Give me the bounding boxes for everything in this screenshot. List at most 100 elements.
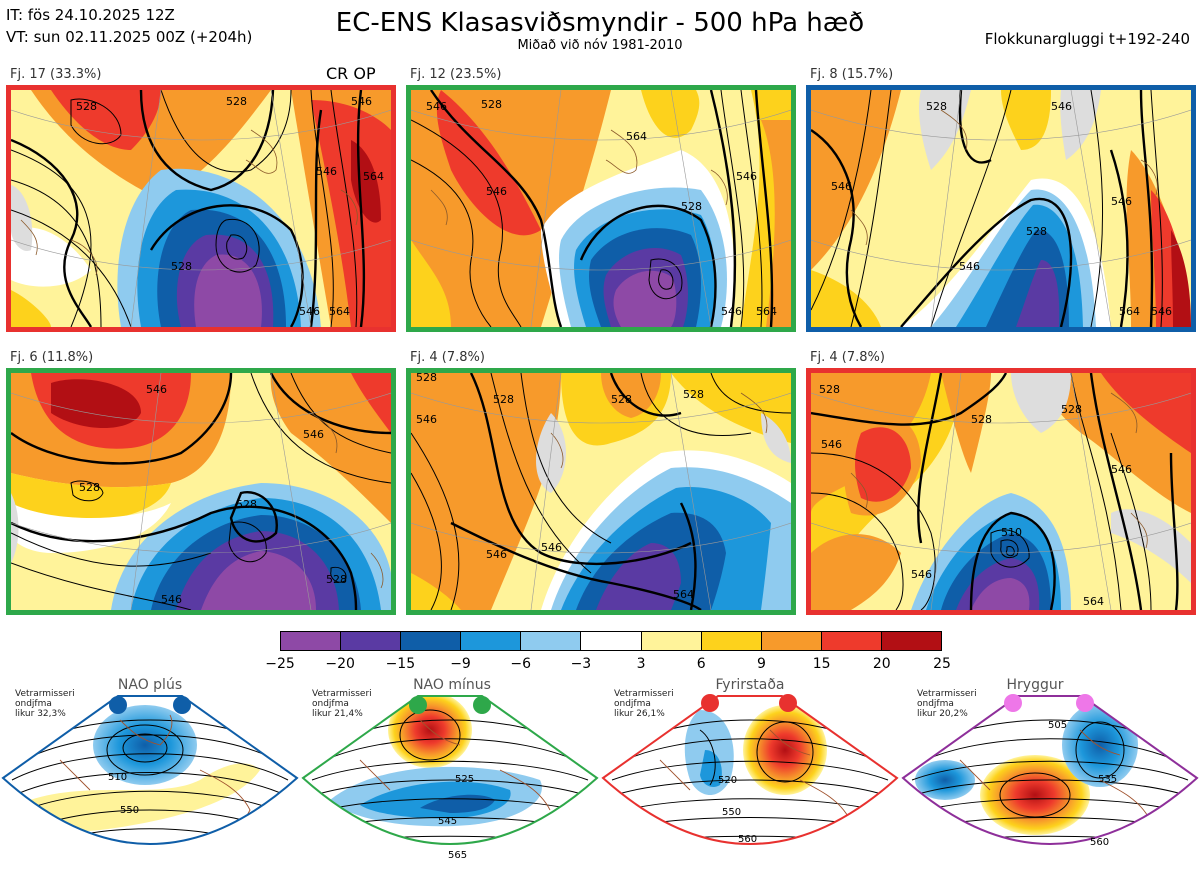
colorbar-tick-label: 20	[872, 656, 891, 672]
contour-label: 528	[1026, 225, 1047, 238]
cluster-map-1[interactable]: 528 528 546 546 564 528 546 564	[6, 85, 396, 332]
regime-4-border	[901, 695, 1199, 845]
colorbar-tick-label: 25	[933, 656, 951, 672]
panel-1-label: Fj. 17 (33.3%)	[10, 67, 102, 82]
colorbar-tick-label: −3	[570, 656, 592, 672]
contour-label: 528	[79, 481, 100, 494]
contour-label: 546	[1111, 463, 1132, 476]
regime-3-border	[601, 695, 899, 845]
regime-4-dot	[1076, 694, 1094, 712]
regime-1-dot	[173, 696, 191, 714]
regime-1-title: NAO plús	[117, 677, 183, 693]
contour-label: 546	[821, 438, 842, 451]
regime-3-dot	[701, 694, 719, 712]
cluster-map-3-graphic: 546 528 546 528 546 546 564 546	[811, 90, 1191, 327]
regime-1-contour-label: 550	[120, 805, 139, 816]
panel-3-label: Fj. 8 (15.7%)	[810, 67, 894, 82]
regime-maps: 510 550 525 545 565	[1, 694, 1199, 861]
regime-4-contour-label: 560	[1090, 837, 1109, 848]
cluster-map-6-graphic: 528 546 528 510 546 546 564 528	[811, 373, 1191, 610]
regime-3-contour-label: 550	[722, 807, 741, 818]
cluster-map-5[interactable]: 528 546 528 528 528 546 546 564	[406, 368, 796, 615]
regime-4-contour-label: 505	[1048, 720, 1067, 731]
contour-label: 546	[303, 428, 324, 441]
colorbar-segment	[820, 632, 881, 650]
colorbar-segment	[880, 632, 942, 650]
contour-label: 528	[493, 393, 514, 406]
regime-2-dot	[409, 696, 427, 714]
regime-1-note-line: likur 32,3%	[15, 709, 66, 719]
contour-label: 546	[1151, 305, 1172, 318]
contour-label: 528	[1061, 403, 1082, 416]
contour-label: 546	[721, 305, 742, 318]
colorbar-segment	[400, 632, 461, 650]
contour-label: 546	[299, 305, 320, 318]
contour-label: 528	[926, 100, 947, 113]
regime-1-note-line: ondjfma	[15, 699, 52, 709]
contour-label: 546	[351, 95, 372, 108]
cluster-map-2-graphic: 546 528 528 546 546 564 546 564	[411, 90, 791, 327]
regime-2-note-line: likur 21,4%	[312, 709, 363, 719]
contour-label: 510	[1001, 526, 1022, 539]
contour-label: 528	[611, 393, 632, 406]
regime-1-note: Vetrarmisseri ondjfma likur 32,3%	[15, 689, 85, 719]
panel-6-label: Fj. 4 (7.8%)	[810, 350, 885, 365]
colorbar-segment	[520, 632, 581, 650]
cluster-map-2[interactable]: 546 528 528 546 546 564 546 564	[406, 85, 796, 332]
contour-label: 528	[236, 498, 257, 511]
contour-label: 546	[959, 260, 980, 273]
regime-2-note-line: ondjfma	[312, 699, 349, 709]
contour-label: 546	[1111, 195, 1132, 208]
regime-3-note-line: Vetrarmisseri	[614, 689, 674, 699]
contour-label: 528	[971, 413, 992, 426]
regime-2-border	[301, 695, 599, 845]
colorbar	[280, 631, 942, 651]
contour-label: 564	[756, 305, 777, 318]
contour-label: 528	[76, 100, 97, 113]
regime-2-contour-label: 525	[455, 774, 474, 785]
cluster-map-4[interactable]: 546 528 528 528 546 546	[6, 368, 396, 615]
contour-label: 546	[416, 413, 437, 426]
colorbar-segment	[760, 632, 821, 650]
contour-label: 528	[681, 200, 702, 213]
regime-3-dot	[779, 694, 797, 712]
cluster-map-3[interactable]: 546 528 546 528 546 546 564 546	[806, 85, 1196, 332]
contour-label: 546	[831, 180, 852, 193]
regime-1-contour-label: 510	[108, 772, 127, 783]
contour-label: 546	[146, 383, 167, 396]
contour-label: 546	[486, 185, 507, 198]
contour-label: 546	[541, 541, 562, 554]
regime-3-contour-label: 520	[718, 775, 737, 786]
colorbar-tick-label: 6	[696, 656, 706, 672]
colorbar-tick-label: −6	[510, 656, 532, 672]
colorbar-tick-label: 3	[636, 656, 646, 672]
contour-label: 564	[363, 170, 384, 183]
panel-4-label: Fj. 6 (11.8%)	[10, 350, 94, 365]
cluster-map-4-graphic: 546 528 528 528 546 546	[11, 373, 391, 610]
regime-4-contour-label: 535	[1098, 774, 1117, 785]
contour-label: 546	[316, 165, 337, 178]
regime-4-note: Vetrarmisseri ondjfma likur 20,2%	[917, 689, 987, 719]
contour-label: 546	[161, 593, 182, 606]
regime-1-dot	[109, 696, 127, 714]
contour-label: 564	[329, 305, 350, 318]
classification-window: Flokkunargluggi t+192-240	[984, 30, 1190, 48]
contour-label: 546	[736, 170, 757, 183]
page-subtitle: Miðað við nóv 1981-2010	[517, 38, 683, 53]
regime-4-note-line: likur 20,2%	[917, 709, 968, 719]
cluster-map-6[interactable]: 528 546 528 510 546 546 564 528	[806, 368, 1196, 615]
regime-4-title: Hryggur	[1006, 677, 1064, 693]
colorbar-segment	[700, 632, 761, 650]
regime-2-contour-label: 545	[438, 816, 457, 827]
panel-2-label: Fj. 12 (23.5%)	[410, 67, 502, 82]
regime-3-note-line: ondjfma	[614, 699, 651, 709]
regime-3-note-line: likur 26,1%	[614, 709, 665, 719]
contour-label: 546	[486, 548, 507, 561]
contour-label: 528	[416, 373, 437, 384]
issue-time: IT: fös 24.10.2025 12Z	[6, 6, 175, 24]
colorbar-segment	[640, 632, 701, 650]
contour-label: 546	[911, 568, 932, 581]
contour-label: 528	[819, 383, 840, 396]
cluster-map-1-graphic: 528 528 546 546 564 528 546 564	[11, 90, 391, 327]
regime-3-note: Vetrarmisseri ondjfma likur 26,1%	[614, 689, 684, 719]
